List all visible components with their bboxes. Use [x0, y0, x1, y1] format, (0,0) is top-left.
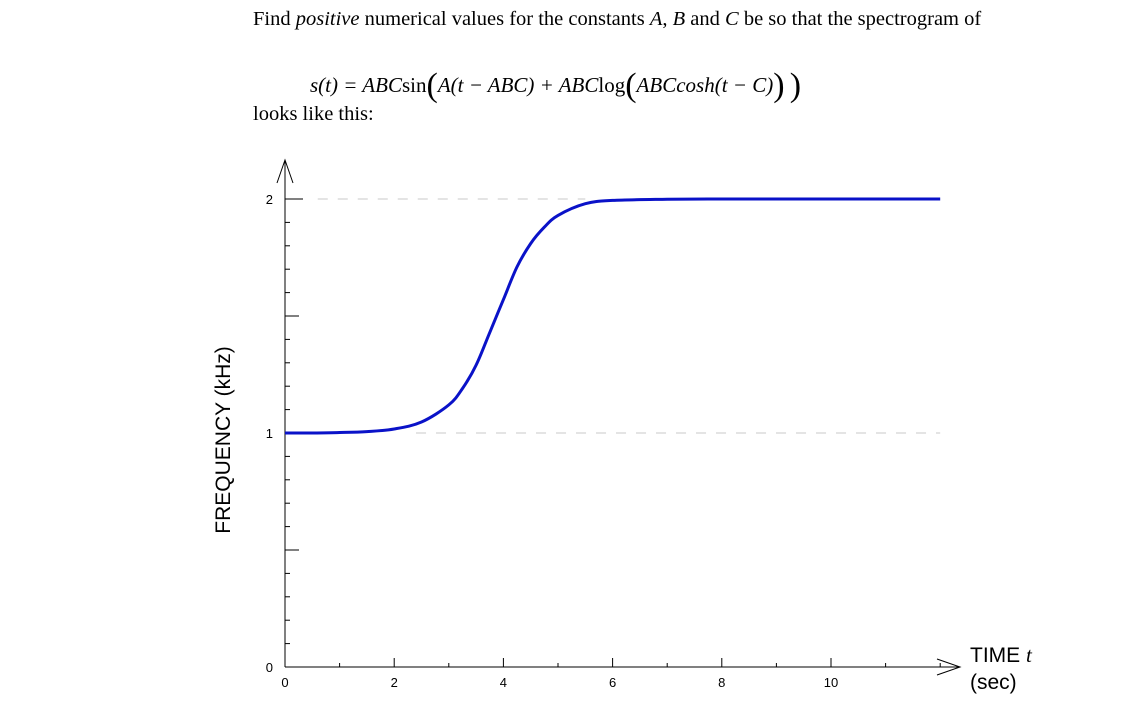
x-axis-title: TIME t: [970, 643, 1033, 667]
x-tick-label-8: 8: [718, 675, 725, 690]
close-paren-inner: ): [773, 67, 785, 104]
x-axis-arrow: [936, 658, 962, 676]
x-axis-title-text: TIME: [970, 644, 1026, 667]
y-tick-label-0: 0: [266, 660, 273, 675]
problem-sep-1: ,: [662, 8, 673, 30]
y-axis-title: FREQUENCY (kHz): [212, 346, 235, 533]
problem-text-3: be so that the spectrogram of: [738, 8, 982, 30]
equation-term-5: ABC: [636, 73, 677, 97]
problem-text-1: Find: [253, 8, 296, 30]
equation-lhs: s(t) =: [310, 73, 363, 97]
chart-axes: [276, 158, 962, 676]
open-paren-outer: (: [426, 67, 438, 104]
x-axis-title-var: t: [1026, 643, 1033, 667]
problem-statement: Find positive numerical values for the c…: [253, 8, 981, 31]
equation-term-1: ABC: [362, 73, 402, 97]
problem-emphasis: positive: [295, 8, 360, 30]
problem-text-2: numerical values for the constants: [359, 8, 650, 30]
x-axis-unit: (sec): [970, 671, 1017, 694]
guide-lines: [317, 198, 941, 434]
close-paren-outer: ): [789, 67, 802, 104]
equation-term-2: sin: [401, 73, 427, 97]
looks-like-text: looks like this:: [253, 103, 374, 125]
y-tick-label-1: 1: [266, 426, 273, 441]
equation-term-3: A(t − ABC) + ABC: [437, 73, 599, 97]
problem-sep-2: and: [685, 8, 725, 30]
tick-labels: 0 2 4 6 8 10 0 1 2: [266, 192, 838, 690]
equation-term-4: log: [598, 73, 626, 97]
x-tick-label-6: 6: [609, 675, 616, 690]
equation-term-6: cosh(t − C): [676, 73, 774, 97]
x-tick-label-2: 2: [391, 675, 398, 690]
constant-a: A: [649, 8, 663, 30]
x-tick-label-4: 4: [500, 675, 507, 690]
x-tick-label-0: 0: [281, 675, 288, 690]
y-axis-arrow: [276, 158, 294, 184]
constant-c: C: [725, 8, 739, 30]
constant-b: B: [672, 8, 686, 30]
open-paren-inner: (: [625, 67, 637, 104]
equation: s(t) = ABCsin(A(t − ABC) + ABClog(ABCcos…: [310, 63, 802, 104]
frequency-series-line: [284, 197, 941, 435]
y-tick-label-2: 2: [266, 192, 273, 207]
chart-ticks: [284, 198, 941, 668]
x-tick-label-10: 10: [824, 675, 838, 690]
